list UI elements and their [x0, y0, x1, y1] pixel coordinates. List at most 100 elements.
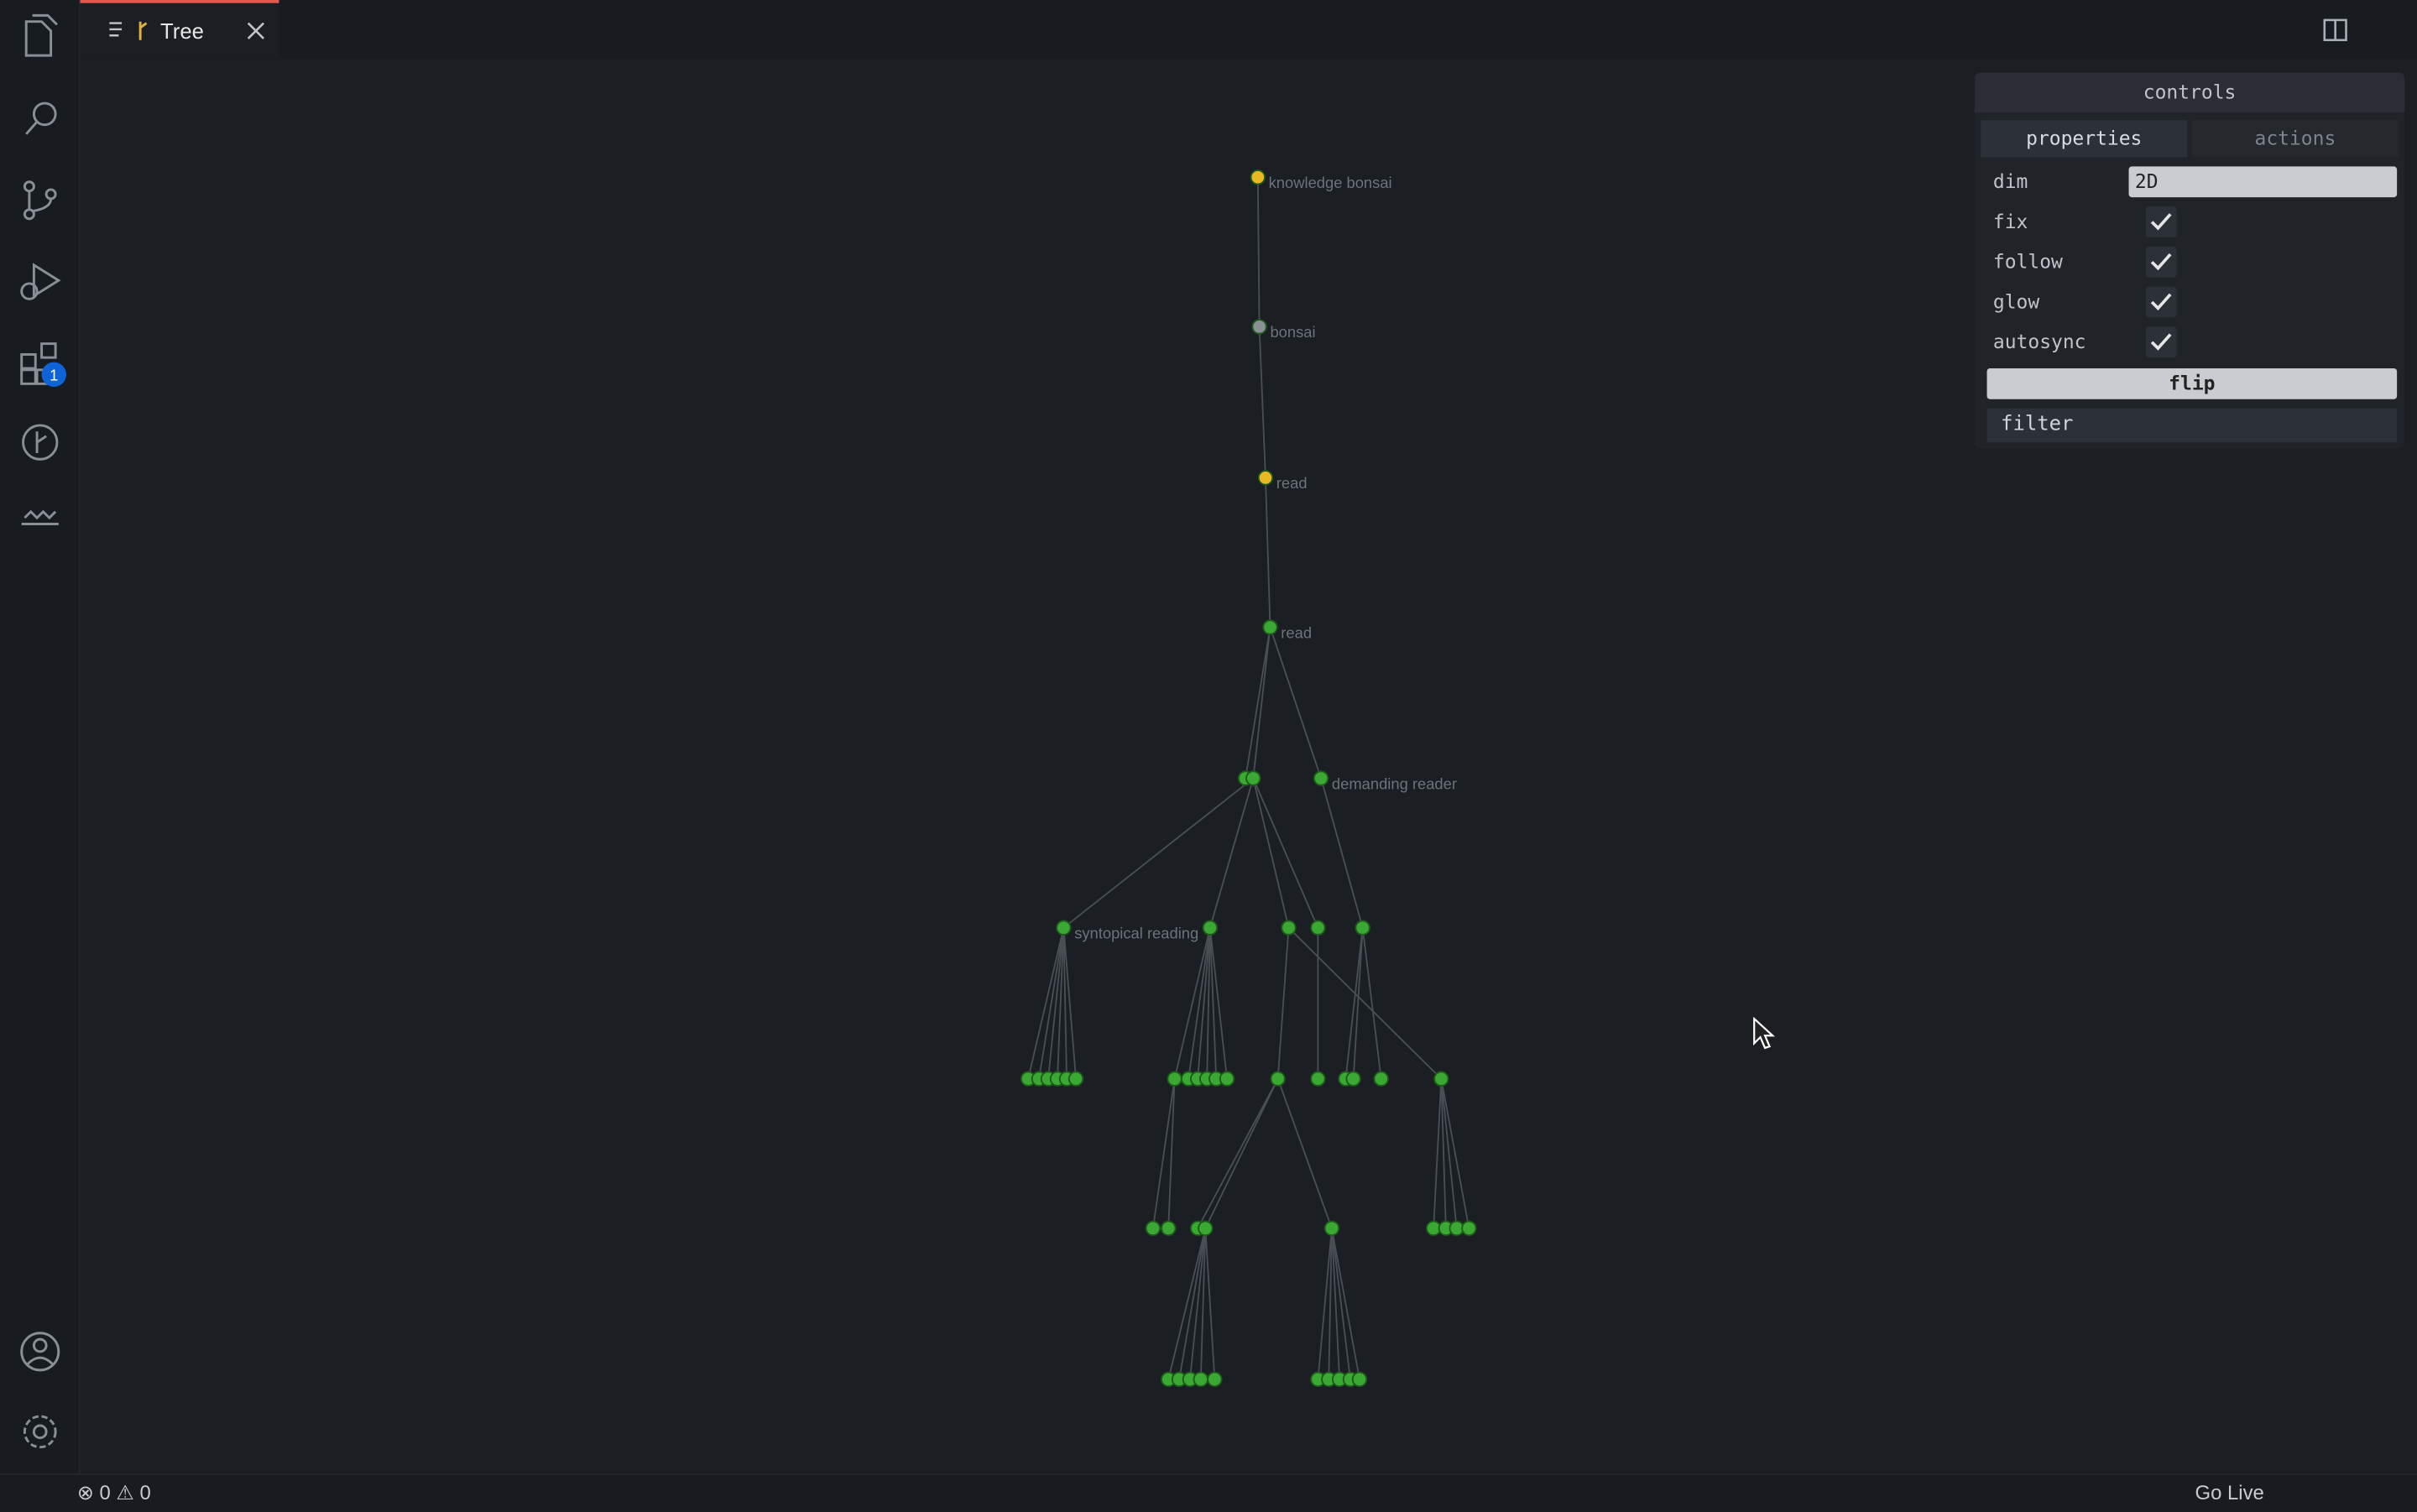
go-live[interactable]: Go Live: [2195, 1481, 2264, 1504]
checkbox[interactable]: [2145, 286, 2177, 318]
edge: [1331, 1228, 1360, 1380]
node: [1345, 1071, 1361, 1087]
filter-select[interactable]: filter: [1986, 408, 2398, 443]
row-label: fix: [1992, 209, 2028, 233]
node: [1355, 920, 1370, 936]
node-label: read: [1276, 474, 1308, 492]
editor-tab[interactable]: Tree: [80, 0, 279, 59]
flip-button[interactable]: flip: [1986, 368, 2398, 399]
controls-title[interactable]: controls: [1974, 72, 2405, 113]
problems[interactable]: ⊗ 0 ⚠ 0: [76, 1481, 151, 1504]
edge: [1204, 1228, 1216, 1379]
settings-icon[interactable]: [23, 1415, 57, 1449]
edge: [1189, 1228, 1207, 1379]
edge: [1440, 1078, 1447, 1228]
node: [1257, 470, 1274, 486]
tab-actions[interactable]: actions: [2191, 120, 2399, 158]
badge: [41, 362, 66, 388]
node: [1461, 1220, 1477, 1237]
node: [1351, 1371, 1368, 1388]
node-label: syntopical reading: [1074, 925, 1198, 942]
edge: [1328, 1228, 1333, 1379]
edge: [1276, 1078, 1333, 1229]
node: [1056, 920, 1072, 936]
edge: [1331, 1228, 1351, 1379]
edge: [1256, 177, 1261, 327]
row-label: glow: [1992, 289, 2040, 313]
tab-properties[interactable]: properties: [1981, 120, 2188, 158]
edge: [1252, 778, 1290, 928]
search-icon[interactable]: [25, 102, 57, 135]
node: [1281, 920, 1297, 936]
activity-bar: 1: [0, 0, 81, 1473]
editor-actions: [2323, 18, 2347, 42]
dim-select[interactable]: 2D: [2128, 166, 2398, 198]
node: [1310, 1071, 1326, 1087]
node: [1270, 1071, 1286, 1087]
edge: [1204, 1078, 1279, 1229]
node: [1193, 1371, 1209, 1388]
node: [1202, 920, 1219, 936]
error-count: 0: [99, 1481, 111, 1504]
checkbox[interactable]: [2145, 246, 2177, 278]
edge: [1317, 1228, 1333, 1379]
edge: [1062, 777, 1254, 929]
node: [1251, 319, 1267, 335]
edge: [1199, 1228, 1207, 1379]
edge: [1197, 927, 1211, 1079]
edge: [1178, 1228, 1207, 1380]
node: [1145, 1220, 1162, 1237]
row-label: dim: [1992, 169, 2028, 193]
edge: [1062, 927, 1077, 1079]
controls-panel: controls properties actions dim 2D fix f…: [1974, 72, 2405, 449]
close-tab[interactable]: [247, 22, 265, 40]
run-debug-icon[interactable]: [20, 263, 61, 300]
tree-graph: knowledge bonsai bonsai read read demanding …: [1020, 169, 1477, 1388]
edge: [1047, 927, 1065, 1079]
explorer-icon[interactable]: [24, 13, 58, 57]
edge: [1287, 927, 1442, 1080]
check-mark: [2150, 213, 2172, 231]
edge: [1151, 1078, 1176, 1229]
edge: [1440, 1078, 1458, 1228]
row-label: autosync: [1992, 330, 2086, 353]
node: [1167, 1071, 1182, 1087]
menu-icon: [109, 22, 123, 37]
edge: [1252, 627, 1271, 779]
edge: [1265, 477, 1271, 628]
tab-bar: [80, 0, 2417, 59]
edge: [1208, 927, 1218, 1079]
edge: [1167, 1078, 1176, 1228]
edge: [1433, 1078, 1443, 1228]
check-mark: [2150, 293, 2172, 311]
node: [1313, 770, 1329, 786]
activity-icons: 1: [20, 13, 66, 1449]
tab-title: Tree: [160, 18, 204, 44]
node: [1250, 169, 1266, 185]
node: [1323, 1220, 1340, 1237]
check-mark: [2150, 253, 2172, 271]
node: [1245, 770, 1261, 786]
node-label: knowledge bonsai: [1269, 174, 1392, 191]
git-graph-icon[interactable]: [22, 424, 59, 461]
edge: [1320, 778, 1364, 928]
checkbox[interactable]: [2145, 206, 2177, 237]
edge: [1173, 927, 1211, 1079]
checkbox[interactable]: [2145, 326, 2177, 358]
edge: [1208, 778, 1255, 928]
edge: [1331, 1228, 1341, 1379]
dim-value: 2D: [2134, 169, 2159, 193]
edge: [1269, 627, 1322, 779]
edge: [1038, 927, 1065, 1079]
node: [1161, 1220, 1177, 1237]
node: [1310, 920, 1326, 936]
node: [1433, 1071, 1449, 1087]
source-control-icon[interactable]: [23, 180, 57, 221]
node: [1262, 619, 1278, 635]
tree-icon[interactable]: [21, 509, 59, 525]
node: [1068, 1071, 1084, 1087]
node: [1219, 1071, 1235, 1087]
account-icon[interactable]: [20, 1332, 60, 1372]
edge: [1352, 927, 1364, 1079]
edge: [1206, 927, 1211, 1079]
